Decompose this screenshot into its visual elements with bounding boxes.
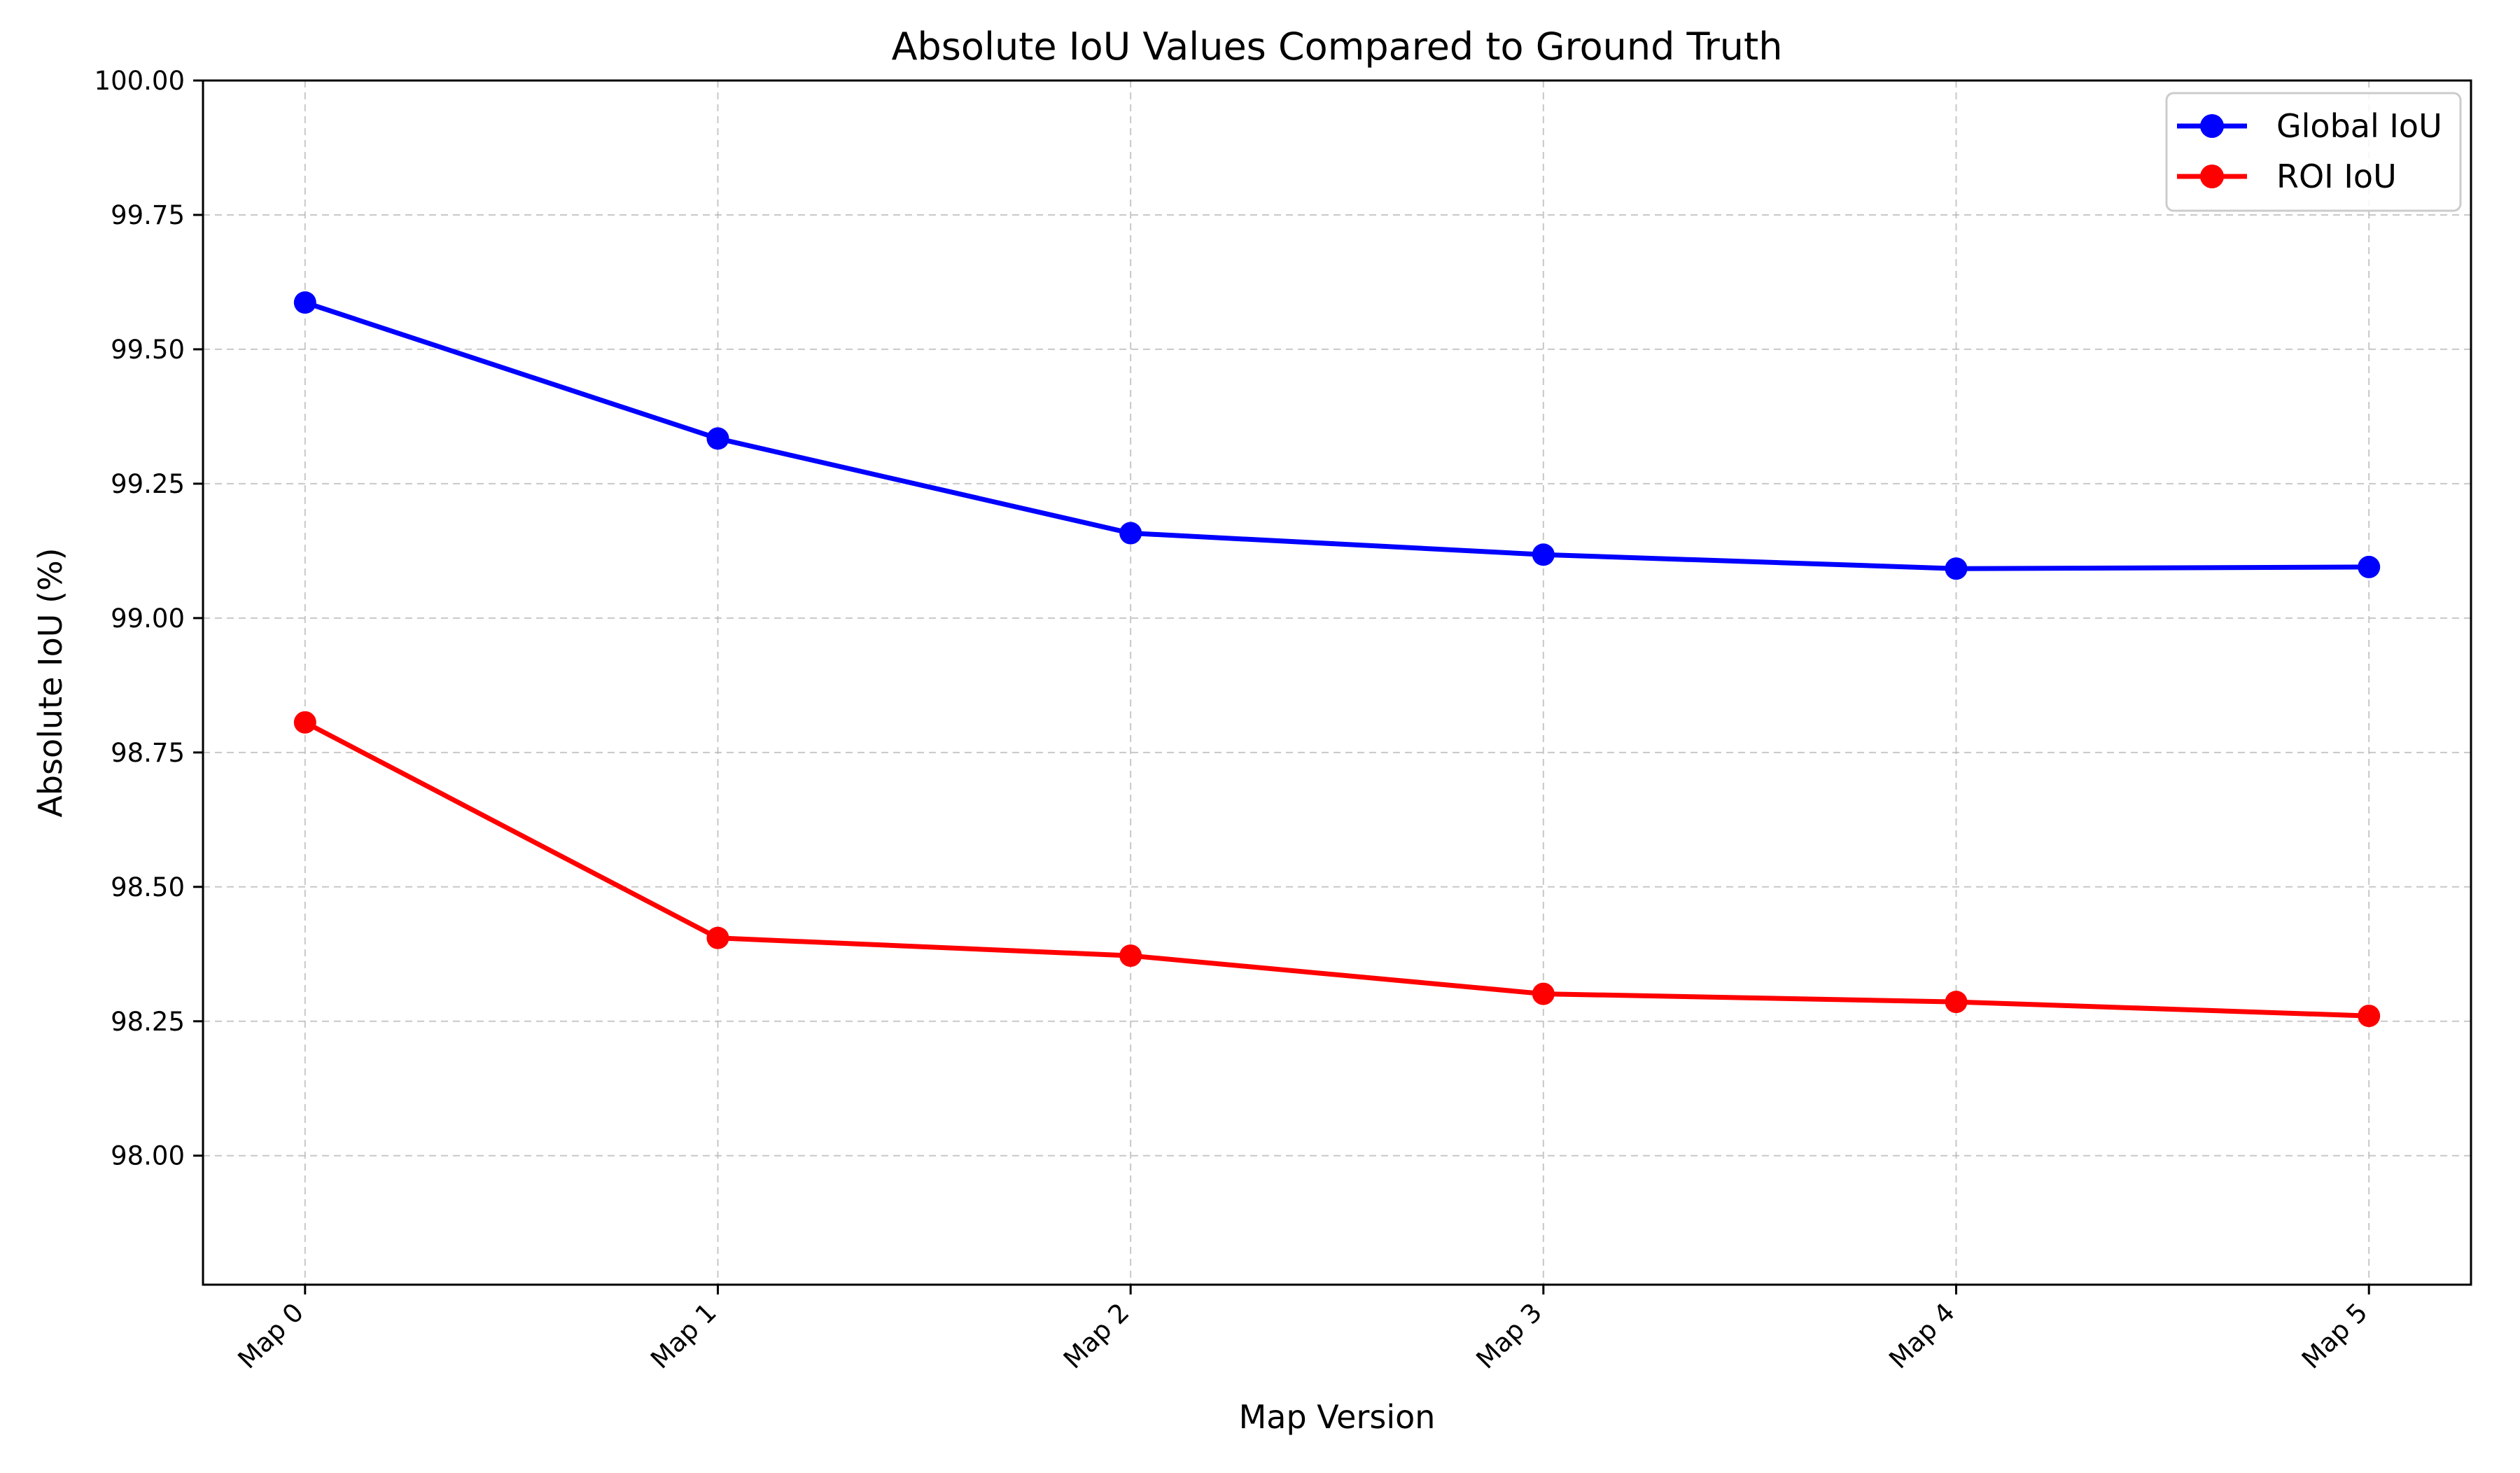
legend-marker-roi: [2200, 165, 2224, 188]
y-tick-label: 98.75: [111, 738, 185, 768]
x-tick-label: Map 0: [232, 1297, 310, 1375]
y-tick-label: 99.00: [111, 603, 185, 634]
legend-label-global: Global IoU: [2276, 107, 2442, 145]
plot-frame: [202, 79, 2472, 1286]
series-layer: [293, 291, 2381, 1028]
legend-label-roi: ROI IoU: [2276, 158, 2397, 195]
y-tick-label: 98.00: [111, 1141, 185, 1171]
y-axis-label: Absolute IoU (%): [31, 547, 69, 817]
data-point-roi-iou: [706, 926, 729, 949]
data-point-global-iou: [293, 291, 316, 314]
data-point-roi-iou: [1119, 944, 1142, 968]
data-point-roi-iou: [2358, 1005, 2381, 1028]
data-point-roi-iou: [293, 711, 316, 734]
y-tick-label: 100.00: [94, 66, 185, 96]
grid-layer: [203, 80, 2471, 1285]
series-line-roi-iou: [304, 720, 2370, 1019]
chart-title: Absolute IoU Values Compared to Ground T…: [892, 25, 1783, 69]
legend-box: [2165, 92, 2462, 212]
plot-background: [203, 81, 2471, 1285]
x-tick-label: Map 4: [1883, 1297, 1961, 1375]
y-tick-label: 99.25: [111, 469, 185, 499]
x-tick-label: Map 3: [1471, 1297, 1548, 1375]
data-point-global-iou: [2358, 555, 2381, 578]
x-tick-label: Map 1: [645, 1297, 722, 1375]
data-point-global-iou: [706, 427, 729, 450]
y-tick-label: 99.50: [111, 335, 185, 365]
data-point-global-iou: [1532, 543, 1555, 566]
x-tick-label: Map 5: [2296, 1297, 2374, 1375]
data-point-global-iou: [1119, 522, 1142, 545]
x-axis-label: Map Version: [1239, 1398, 1436, 1436]
data-point-global-iou: [1945, 557, 1968, 580]
legend-marker-global: [2200, 114, 2224, 138]
data-point-roi-iou: [1945, 991, 1968, 1014]
x-tick-label: Map 2: [1058, 1297, 1135, 1375]
y-tick-label: 98.25: [111, 1007, 185, 1037]
y-tick-label: 99.75: [111, 200, 185, 230]
y-tick-label: 98.50: [111, 872, 185, 902]
data-point-roi-iou: [1532, 982, 1555, 1005]
series-line-global-iou: [304, 300, 2370, 571]
legend: Global IoU ROI IoU: [2165, 92, 2462, 212]
